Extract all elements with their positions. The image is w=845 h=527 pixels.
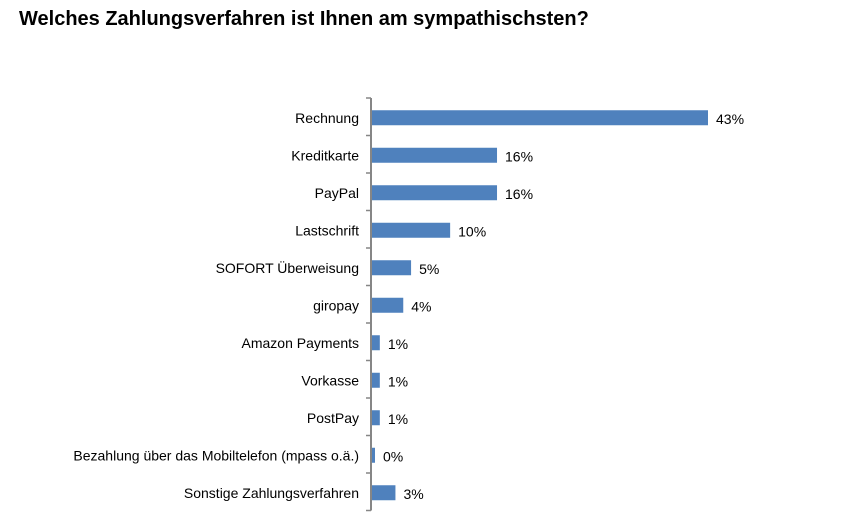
- category-label: Sonstige Zahlungsverfahren: [184, 485, 359, 501]
- data-label: 3%: [403, 486, 423, 502]
- bar: [372, 260, 412, 276]
- category-label: PostPay: [307, 410, 359, 426]
- bar: [372, 447, 375, 463]
- data-label: 1%: [388, 336, 408, 352]
- bar: [372, 372, 380, 388]
- bar: [372, 147, 498, 163]
- chart-title: Welches Zahlungsverfahren ist Ihnen am s…: [19, 8, 589, 30]
- bar: [372, 410, 380, 426]
- data-label: 5%: [419, 261, 439, 277]
- category-label: PayPal: [315, 185, 359, 201]
- data-label: 16%: [505, 148, 533, 164]
- data-label: 1%: [388, 411, 408, 427]
- bar: [372, 297, 404, 313]
- category-label: Vorkasse: [301, 372, 359, 388]
- bar: [372, 335, 380, 351]
- data-label: 0%: [383, 448, 403, 464]
- category-label: giropay: [313, 297, 359, 313]
- category-label: Rechnung: [295, 110, 359, 126]
- category-label: SOFORT Überweisung: [216, 259, 359, 276]
- bar: [372, 185, 498, 201]
- category-label: Lastschrift: [295, 222, 359, 238]
- data-label: 4%: [411, 298, 431, 314]
- data-label: 1%: [388, 373, 408, 389]
- bar: [372, 485, 396, 501]
- category-label: Kreditkarte: [291, 147, 359, 163]
- category-label: Amazon Payments: [242, 335, 360, 351]
- data-label: 43%: [716, 111, 744, 127]
- bar: [372, 222, 451, 238]
- data-label: 10%: [458, 223, 486, 239]
- category-label: Bezahlung über das Mobiltelefon (mpass o…: [73, 447, 359, 463]
- data-label: 16%: [505, 186, 533, 202]
- bar: [372, 110, 708, 126]
